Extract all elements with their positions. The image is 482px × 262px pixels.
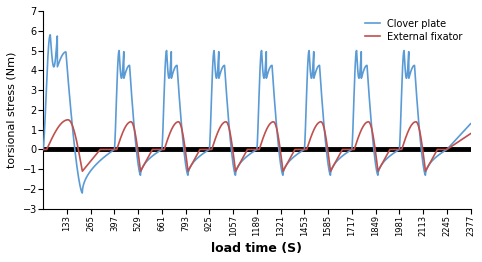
Clover plate [47,33,53,36]
External fixator [468,132,473,135]
Legend: Clover plate, External fixator: Clover plate, External fixator [362,16,466,45]
External fixator [394,148,400,151]
Y-axis label: torsional stress (Nm): torsional stress (Nm) [7,52,17,168]
External fixator [80,170,85,173]
External fixator [228,133,233,136]
Clover plate [394,150,400,153]
Clover plate [312,72,318,75]
Clover plate [80,192,85,195]
External fixator [312,126,318,129]
Clover plate [468,122,473,125]
External fixator [40,148,46,151]
Clover plate [228,139,233,143]
Line: External fixator: External fixator [43,120,470,171]
External fixator [65,118,71,121]
Clover plate [40,148,46,151]
Clover plate [280,173,286,177]
Clover plate [427,162,432,166]
External fixator [427,162,432,166]
X-axis label: load time (S): load time (S) [211,242,302,255]
External fixator [462,136,468,139]
Line: Clover plate: Clover plate [43,35,470,193]
External fixator [280,169,286,172]
Clover plate [462,128,468,131]
